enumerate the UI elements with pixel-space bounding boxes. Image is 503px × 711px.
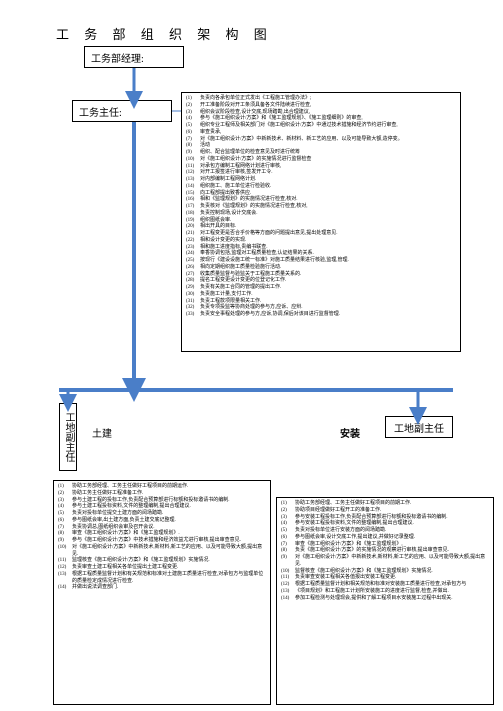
desc-row: (4)参与安装工程投标资料,文件的整理编制,提出合理建议.	[281, 521, 489, 528]
desc-row: (13)根据工程质量监督计划和有关规范和标准对土建施工质量进行检查,对承包方与监…	[58, 572, 266, 586]
desc-row: (12)根据工程质量监督计划和相关规范和标准对安装施工质量进行检查,对承包方与	[281, 582, 489, 589]
desc-row: (1)负责向各承包单位正式发出《工程施工管理办法》;	[186, 96, 456, 103]
desc-row: (22)相和设计变更的实现.	[186, 238, 456, 245]
desc-row: (14)并做出说法调查部门.	[58, 585, 266, 592]
node-deputy-right-label: 工地副主任	[394, 420, 444, 435]
desc-row: (1)协助工务部经理、工务主任做好工程项目的前期运作.	[58, 484, 266, 491]
desc-row: (2)开工准备阶段对开工条须具备各文件陆续进行检查,	[186, 103, 456, 110]
node-deputy-right: 工地副主任	[385, 416, 453, 438]
desc-row: (14)组织施工、施工单位进行检验收.	[186, 184, 456, 191]
label-install: 安装	[340, 425, 360, 440]
desc-row: (13)《项目规划》和工程施工计划所安装施工的进度进行监督,检查,并做出.	[281, 589, 489, 596]
desc-row: (6)参与图纸会审,出土建方面,负责土建交底记整理.	[58, 518, 266, 525]
desc-row: (2)协助项目经理做好工程开工的准备工作.	[281, 508, 489, 515]
label-civil: 土建	[92, 425, 112, 440]
desc-row: (32)负责专项投监等协商处理的参与方,应诉、应辩.	[186, 305, 456, 312]
node-deputy-left-label: 工地副主任	[62, 412, 74, 462]
page-title: 工 务 部 组 织 架 构 图	[56, 24, 273, 43]
desc-row: (4)参与《施工组织设计/方案》和《施工监理规划》、《施工监理细则》的审查,	[186, 116, 456, 123]
desc-row: (28)提名工程变更设计变更的位登记化工作.	[186, 278, 456, 285]
node-supervisor: 工务主任:	[72, 100, 172, 122]
desc-row: (11)监理核查《施工组织设计/方案》和《施工监理规划》实施情况.	[58, 558, 266, 565]
desc-row: (30)负责施工计量,支付工作.	[186, 292, 456, 299]
desc-row: (25)按现行《建设设施工统一标准》对施工质量结果进行核验,监理,管理.	[186, 258, 456, 265]
desc-row: (33)负责安全事程处理的参与方,应诉,协调,保后对该目进行监督管理.	[186, 312, 456, 319]
node-deputy-left: 工地副主任	[59, 403, 77, 471]
desc-row: (1)协助工务部经理、工务主任做好工程项目的前期工作.	[281, 501, 489, 508]
desc-row: (12)负责审查土建工程相关各单位提出土建工程变更.	[58, 565, 266, 572]
desc-row: (29)负责有关施工合同的管理的提出工作.	[186, 285, 456, 292]
desc-row: (10)对《施工组织设计/方案》的实施情况进行监督检查	[186, 157, 456, 164]
desc-supervisor: (1)负责向各承包单位正式发出《工程施工管理办法》;(2)开工准备阶段对开工条须…	[181, 92, 461, 352]
desc-row: (17)负责核对《监理规划》的实施情况进行检查,核对,	[186, 204, 456, 211]
desc-row: (8)审查《施工组织设计/方案》和《施工监理规划》.	[58, 531, 266, 538]
desc-row: (4)参与土建工程投标资料,文件的整理编制,提出合理建议.	[58, 504, 266, 511]
desc-row: (5)负责对投标单位进行安装方面的阅场踏勘.	[281, 528, 489, 535]
desc-row: (7)对《施工组织设计/方案》中新新技术、新材料、新工艺的应用、以及可能导致大额…	[186, 137, 456, 144]
desc-row: (13)对内部编制工程网络计划.	[186, 177, 456, 184]
desc-row: (26)相向定期组织施工质量检验施行活动.	[186, 265, 456, 272]
desc-row: (6)参与图纸会审,设计交底工作,提出建议,并做好记录整理.	[281, 535, 489, 542]
desc-row: (11)负责审查安装工程相关各值报出安装工程变更.	[281, 575, 489, 582]
node-manager: 工务部经理:	[84, 46, 184, 68]
desc-row: (8)活动	[186, 143, 456, 150]
desc-row: (24)奉香协调包括,监理对工程质量检查,认证结果的关系.	[186, 251, 456, 258]
desc-row: (14)参加工程检测与处理现会,提供和了解工程项目水安装施工过程中出现关.	[281, 596, 489, 603]
node-supervisor-label: 工务主任:	[79, 104, 122, 119]
desc-row: (12)对开工报签进行审核,签发开工令.	[186, 170, 456, 177]
desc-row: (6)审查贵承,	[186, 130, 456, 137]
node-manager-label: 工务部经理:	[91, 50, 144, 65]
desc-civil: (1)协助工务部经理、工务主任做好工程项目的前期运作.(2)协助工务主任做好工程…	[53, 480, 271, 705]
desc-row: (18)负责控制现场,设计交底会.	[186, 211, 456, 218]
desc-row: (9)参与《施工组织设计/方案》中技术措施和经济效益尤进行审核,提出审查意见.	[58, 538, 266, 545]
desc-row: (16)相和《监理规划》的实施情况进行检查,核对.	[186, 197, 456, 204]
desc-row: (10)对《施工组织设计/方案》中新新技术,新材料,新工艺的应用、以及可能导致大…	[58, 545, 266, 559]
desc-row: (9)组织、配合监理单位的检查意见及时进行统筹	[186, 150, 456, 157]
desc-row: (20)相出开具的目标.	[186, 224, 456, 231]
desc-row: (8)负责《施工组织设计/方案》的实施情况的观察进行审核,提出审查意见.	[281, 548, 489, 555]
desc-install: (1)协助工务部经理、工务主任做好工程项目的前期工作.(2)协助项目经理做好工程…	[276, 497, 494, 705]
desc-row: (5)组织专业工程师及相关部门对《施工组织设计/方案》中通过技术措施和经济节约进…	[186, 123, 456, 130]
desc-row: (9)对《施工组织设计/方案》中新新技术,新材料,新工艺的应用、以及可能导致大额…	[281, 555, 489, 569]
desc-row: (21)对工程变更是否合乎价格等方面的问题提出意见,提出处理意见.	[186, 231, 456, 238]
desc-row: (5)负责对投标单位提交土建方面的阅场踏勘.	[58, 511, 266, 518]
desc-row: (2)协助工务主任做好工程准备工作.	[58, 491, 266, 498]
